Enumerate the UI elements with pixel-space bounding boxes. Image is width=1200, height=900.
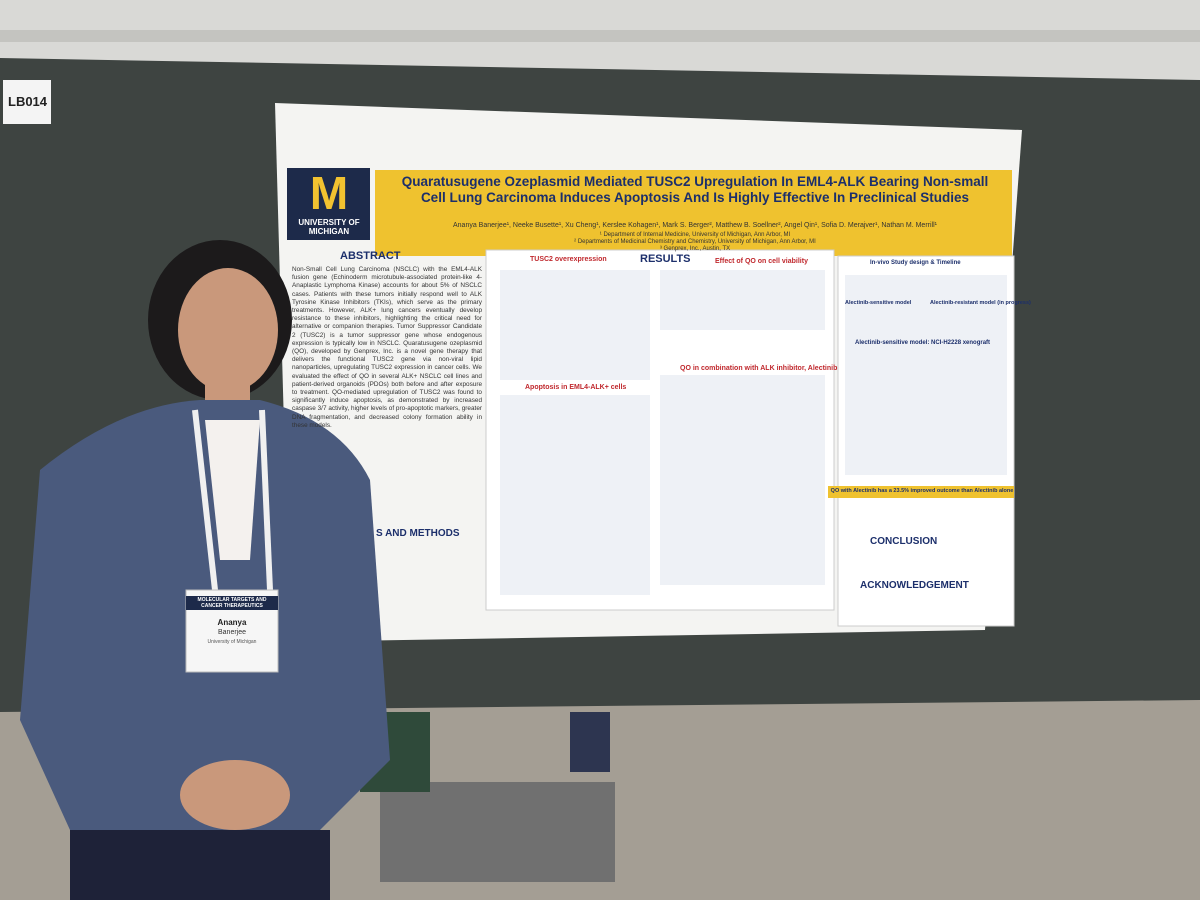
pants	[70, 830, 330, 900]
panel-heading: Alectinib-resistant model (in progress)	[930, 300, 1031, 306]
lanyard	[259, 409, 273, 591]
hands	[180, 760, 290, 830]
figure	[660, 270, 825, 330]
section-heading: ABSTRACT	[340, 250, 401, 262]
title-band	[375, 170, 1012, 256]
lanyard	[192, 409, 218, 591]
person	[20, 240, 390, 900]
panel-heading: QO in combination with ALK inhibitor, Al…	[680, 365, 838, 372]
highlight-band	[828, 486, 1014, 498]
panel-heading: Apoptosis in EML4-ALK+ cells	[525, 384, 627, 391]
authors: Ananya Banerjee¹, Neeke Busette¹, Xu Che…	[453, 222, 937, 229]
panel-heading: TUSC2 overexpression	[530, 256, 607, 263]
legs	[570, 712, 610, 772]
board-label: LB014	[8, 94, 48, 109]
blouse	[205, 420, 260, 560]
badge-band	[186, 596, 278, 610]
affiliation: ² Departments of Medicinal Chemistry and…	[574, 239, 816, 245]
duct	[0, 30, 1200, 42]
highlight: QO with Alectinib has a 23.5% improved o…	[830, 488, 1014, 494]
figure	[500, 395, 650, 595]
panel-heading: Alectinib-sensitive model	[845, 300, 912, 306]
figure	[845, 275, 1007, 475]
badge-last-name: Banerjee	[217, 629, 247, 636]
label-card	[3, 80, 51, 124]
logo-letter: M	[309, 167, 349, 219]
figure	[660, 375, 825, 585]
panel-heading: In-vivo Study design & Timeline	[870, 260, 961, 266]
floor-plate	[380, 782, 615, 882]
logo-name: UNIVERSITY OF MICHIGAN	[298, 218, 360, 236]
section-heading: S AND METHODS	[376, 528, 460, 539]
badge-affiliation: University of Michigan	[207, 639, 257, 645]
badge-first-name: Ananya	[217, 618, 247, 627]
figure	[500, 270, 650, 380]
affiliation: ¹ Department of Internal Medicine, Unive…	[599, 232, 791, 238]
section-heading: RESULTS	[640, 253, 691, 265]
affiliation: ³ Genprex, Inc., Austin, TX	[659, 246, 731, 252]
section-heading: CONCLUSION	[870, 536, 938, 547]
badge-event: MOLECULAR TARGETS AND CANCER THERAPEUTIC…	[197, 597, 267, 609]
poster-title: Quaratusugene Ozeplasmid Mediated TUSC2 …	[401, 174, 989, 205]
panel-heading: Alectinib-sensitive model: NCI-H2228 xen…	[855, 340, 991, 346]
section-heading: ACKNOWLEDGEMENT	[860, 580, 969, 591]
figure-placeholders	[500, 270, 1007, 595]
panel-heading: Effect of QO on cell viability	[715, 258, 808, 265]
abstract-text: Non-Small Cell Lung Carcinoma (NSCLC) wi…	[292, 266, 482, 429]
logo-box	[287, 168, 370, 240]
face	[178, 268, 278, 392]
